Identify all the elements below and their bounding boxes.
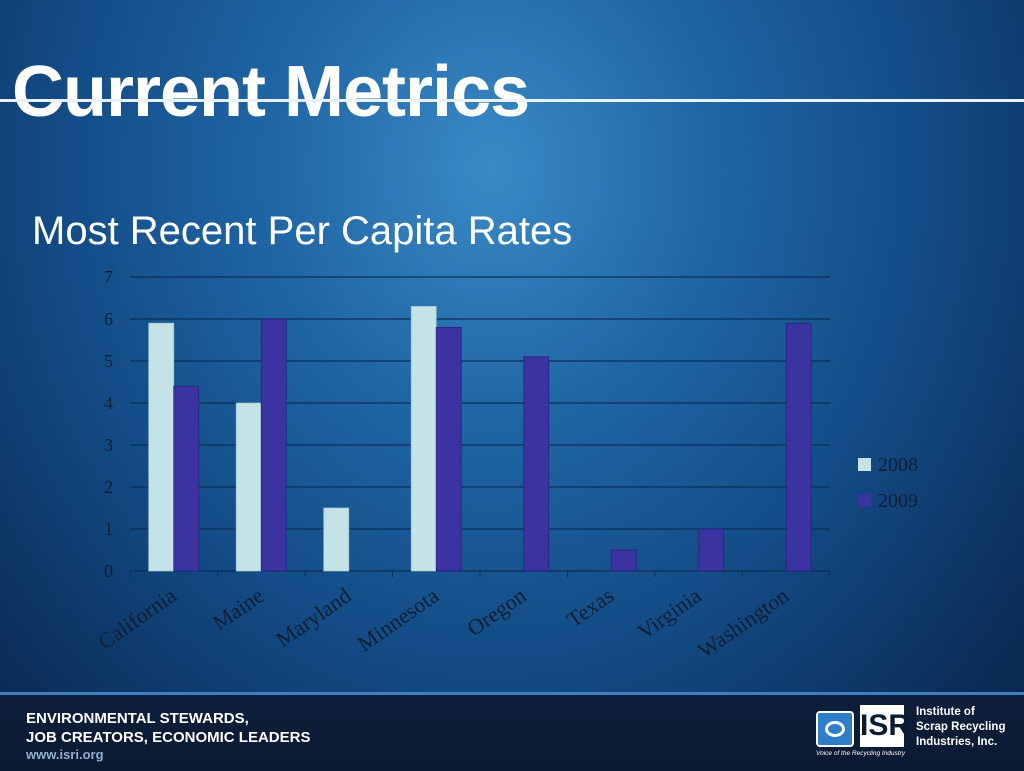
bar-2009-maine — [260, 318, 287, 572]
footer-bar: ENVIRONMENTAL STEWARDS, JOB CREATORS, EC… — [0, 692, 1024, 771]
y-tick-label: 1 — [104, 519, 113, 539]
y-tick-label: 6 — [104, 309, 113, 329]
org-name-line1: Institute of — [916, 706, 975, 718]
legend-label-2008: 2008 — [878, 454, 918, 476]
chart-subtitle: Most Recent Per Capita Rates — [32, 209, 573, 253]
x-tick-label: Texas — [562, 583, 618, 633]
x-tick-label: California — [93, 582, 181, 654]
footer-website-link[interactable]: www.isri.org — [26, 747, 104, 762]
title-rule — [0, 99, 1024, 102]
x-tick-label: Maryland — [271, 583, 355, 653]
footer-tagline-line1: ENVIRONMENTAL STEWARDS, — [26, 710, 249, 727]
bar-2009-virginia — [698, 528, 725, 572]
bar-2008-minnesota — [410, 305, 437, 572]
bar-2009-texas — [610, 549, 637, 572]
y-tick-label: 4 — [104, 393, 113, 413]
bar-2008-maine — [235, 402, 262, 572]
isri-logo-text: ISRI — [860, 705, 918, 747]
y-tick-label: 0 — [104, 561, 113, 581]
y-axis-ticks: 0 1 2 3 4 5 6 7 — [104, 267, 113, 581]
footer-tagline-line2: JOB CREATORS, ECONOMIC LEADERS — [26, 729, 311, 746]
bar-chart: 0 1 2 3 4 5 6 7 California Maine MarylandMinnesot… — [93, 267, 918, 663]
bar-2009-california — [173, 385, 200, 572]
chart-legend: 2008 2009 — [858, 454, 918, 512]
isri-org-name: Institute of Scrap Recycling Industries,… — [916, 705, 1005, 750]
x-tick-label: Maine — [208, 583, 268, 636]
bar-2008-maryland — [323, 507, 350, 572]
x-tick-label: Oregon — [462, 583, 530, 641]
isri-logo-tagline: Voice of the Recycling Industry — [816, 750, 905, 757]
x-tick-label: Minnesota — [353, 582, 444, 656]
footer-tagline: ENVIRONMENTAL STEWARDS, JOB CREATORS, EC… — [26, 709, 310, 747]
legend-label-2009: 2009 — [878, 490, 918, 512]
org-name-line3: Industries, Inc. — [916, 736, 998, 748]
slide-title: Current Metrics — [12, 52, 530, 132]
legend-swatch-2008 — [858, 458, 871, 471]
isri-logo: ISRI Voice of the Recycling Industry Ins… — [816, 705, 1016, 763]
x-tick-label: Virginia — [633, 582, 706, 644]
bar-2008-california — [148, 322, 175, 572]
y-tick-label: 7 — [104, 267, 113, 287]
isri-emblem-icon — [816, 711, 854, 747]
y-tick-label: 2 — [104, 477, 113, 497]
org-name-line2: Scrap Recycling — [916, 721, 1006, 733]
bar-2009-oregon — [523, 356, 550, 572]
y-tick-label: 5 — [104, 351, 113, 371]
chart-bars — [148, 305, 812, 572]
chart-grid — [129, 276, 831, 577]
legend-swatch-2009 — [858, 494, 871, 507]
bar-2009-minnesota — [435, 326, 462, 572]
y-tick-label: 3 — [104, 435, 113, 455]
x-tick-label: Washington — [693, 583, 793, 663]
bar-2009-washington — [785, 322, 812, 572]
